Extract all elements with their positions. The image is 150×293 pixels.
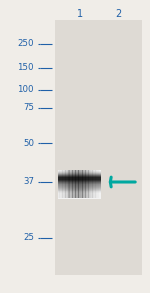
Text: 150: 150 <box>18 64 34 72</box>
Text: 25: 25 <box>23 234 34 243</box>
Bar <box>93 20 142 275</box>
Text: 250: 250 <box>18 40 34 49</box>
Text: 100: 100 <box>18 86 34 95</box>
Text: 50: 50 <box>23 139 34 147</box>
Text: 2: 2 <box>115 9 121 19</box>
Text: 1: 1 <box>77 9 83 19</box>
Text: 37: 37 <box>23 178 34 187</box>
Text: 75: 75 <box>23 103 34 113</box>
Bar <box>55 20 104 275</box>
